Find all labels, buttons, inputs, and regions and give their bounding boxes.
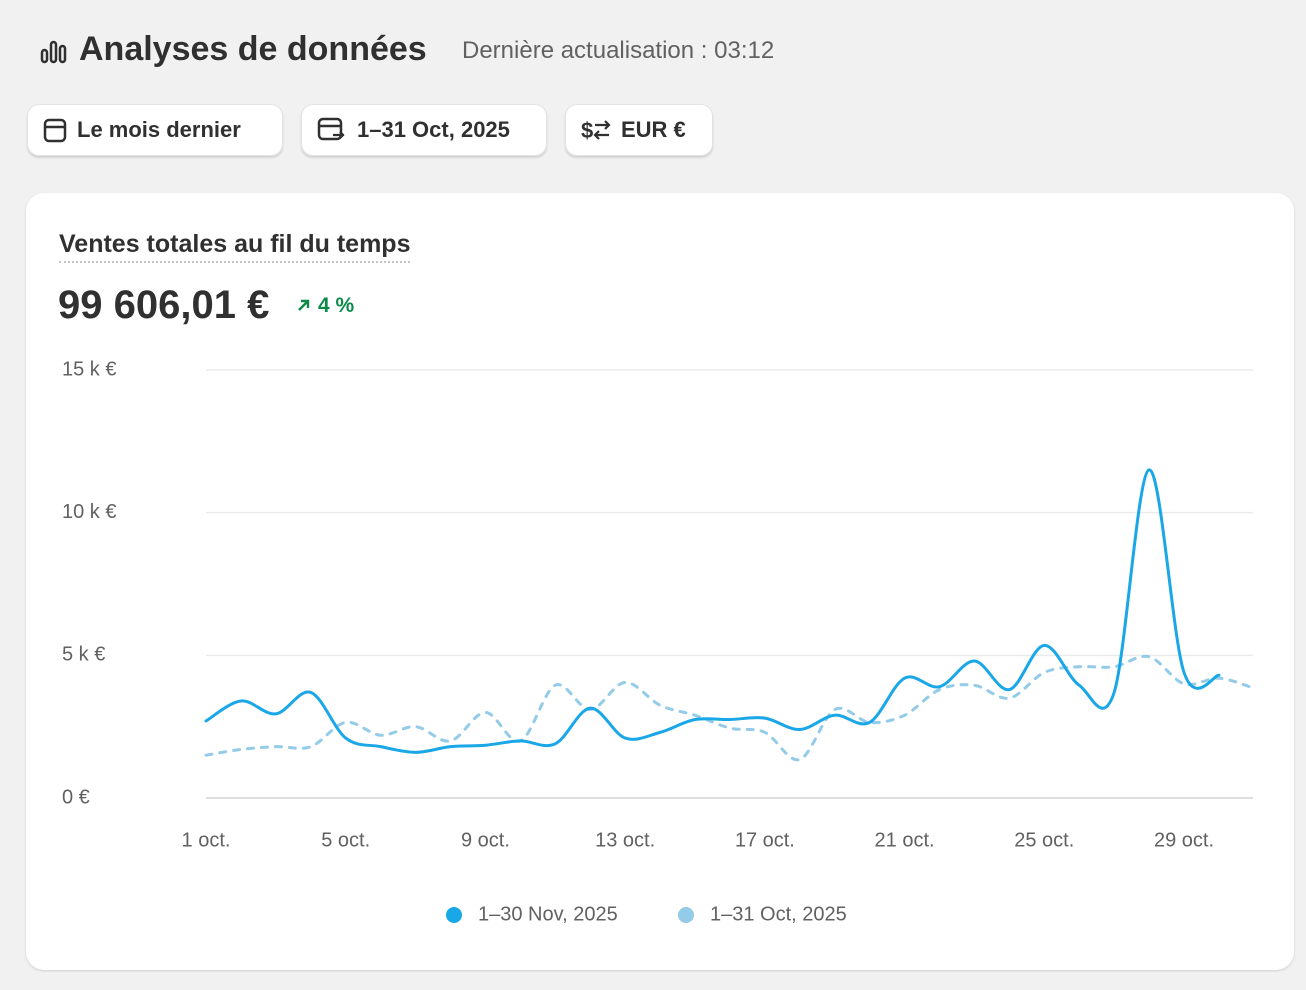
last-update: Dernière actualisation : 03:12 <box>462 37 775 64</box>
x-tick-label: 17 oct. <box>735 829 795 851</box>
calendar-icon <box>43 118 67 143</box>
x-tick-label: 21 oct. <box>875 829 935 851</box>
series-line <box>204 654 1256 762</box>
total-sales: 99 606,01 € <box>58 283 270 327</box>
y-tick-label: 10 k € <box>62 501 116 523</box>
y-tick-label: 15 k € <box>62 358 116 380</box>
y-tick-label: 0 € <box>62 786 90 808</box>
sales-card <box>26 193 1294 970</box>
svg-text:$: $ <box>581 118 593 143</box>
calendar-compare-icon <box>317 117 345 141</box>
button-label: 1–31 Oct, 2025 <box>357 117 510 142</box>
x-tick-label: 9 oct. <box>461 829 510 851</box>
x-tick-label: 5 oct. <box>321 829 370 851</box>
legend-label: 1–30 Nov, 2025 <box>478 903 618 925</box>
currency-button[interactable]: $ EUR € <box>565 104 713 156</box>
x-tick-label: 1 oct. <box>182 829 231 851</box>
period-button[interactable]: Le mois dernier <box>27 104 283 156</box>
x-tick-label: 29 oct. <box>1154 829 1214 851</box>
series-line <box>204 468 1221 754</box>
range-button[interactable]: 1–31 Oct, 2025 <box>301 104 547 156</box>
card-title[interactable]: Ventes totales au fil du temps <box>59 230 411 263</box>
y-tick-label: 5 k € <box>62 644 105 666</box>
legend-swatch <box>678 907 694 923</box>
analytics-icon <box>40 40 67 64</box>
button-label: EUR € <box>621 117 686 142</box>
legend-swatch <box>446 907 462 923</box>
trend-up-icon <box>298 299 310 311</box>
x-tick-label: 13 oct. <box>595 829 655 851</box>
exchange-icon: $ <box>581 118 611 143</box>
page-title: Analyses de données <box>79 30 427 68</box>
button-label: Le mois dernier <box>77 117 241 142</box>
change-percent: 4 % <box>318 294 355 317</box>
x-tick-label: 25 oct. <box>1014 829 1074 851</box>
legend-label: 1–31 Oct, 2025 <box>710 903 847 925</box>
